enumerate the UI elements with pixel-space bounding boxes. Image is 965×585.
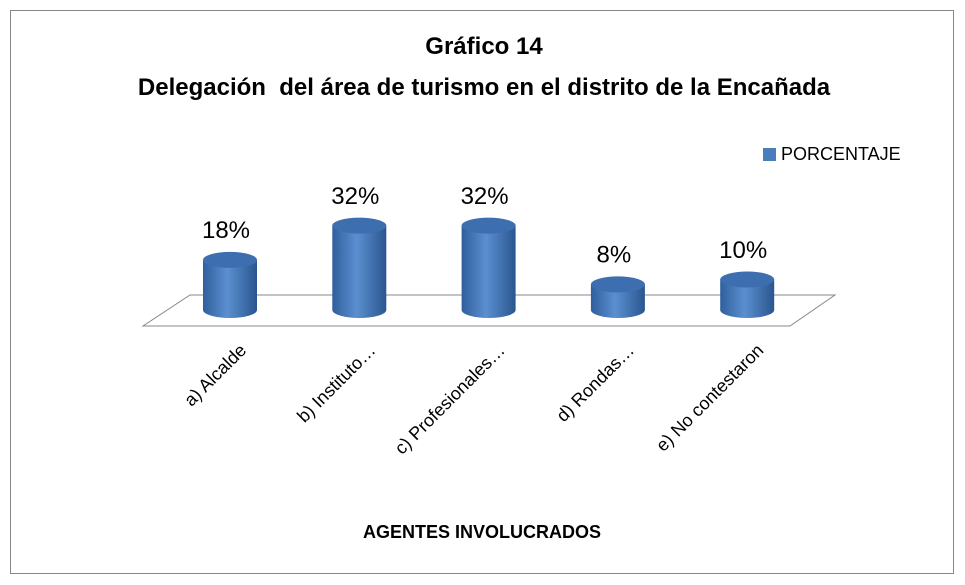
legend-swatch	[763, 148, 776, 161]
x-tick-label: a) Alcalde	[180, 340, 250, 410]
chart-frame	[10, 10, 954, 574]
bar	[461, 225, 516, 318]
data-label: 32%	[331, 183, 379, 210]
legend-label: PORCENTAJE	[781, 144, 901, 164]
bar-top	[332, 217, 387, 234]
bar	[590, 284, 645, 318]
bar-top	[590, 276, 645, 293]
x-axis-label: AGENTES INVOLUCRADOS	[363, 522, 601, 542]
bar-top	[203, 251, 257, 268]
chart-title: Gráfico 14	[425, 33, 543, 60]
bar	[720, 279, 775, 318]
data-label: 10%	[719, 237, 767, 264]
x-tick-label: d) Rondas…	[552, 340, 638, 426]
x-tick-label: c) Profesionales…	[391, 340, 509, 458]
chart-subtitle: Delegación del área de turismo en el dis…	[137, 74, 831, 101]
data-label: 18%	[202, 217, 250, 244]
data-label: 32%	[461, 183, 509, 210]
x-tick-label: b) Instituto…	[293, 340, 379, 426]
bar	[203, 259, 257, 318]
bar	[332, 225, 387, 318]
bar-top	[720, 271, 775, 288]
bar-top	[461, 217, 516, 234]
x-tick-label: e) No contestaron	[652, 340, 767, 455]
data-label: 8%	[597, 242, 632, 269]
